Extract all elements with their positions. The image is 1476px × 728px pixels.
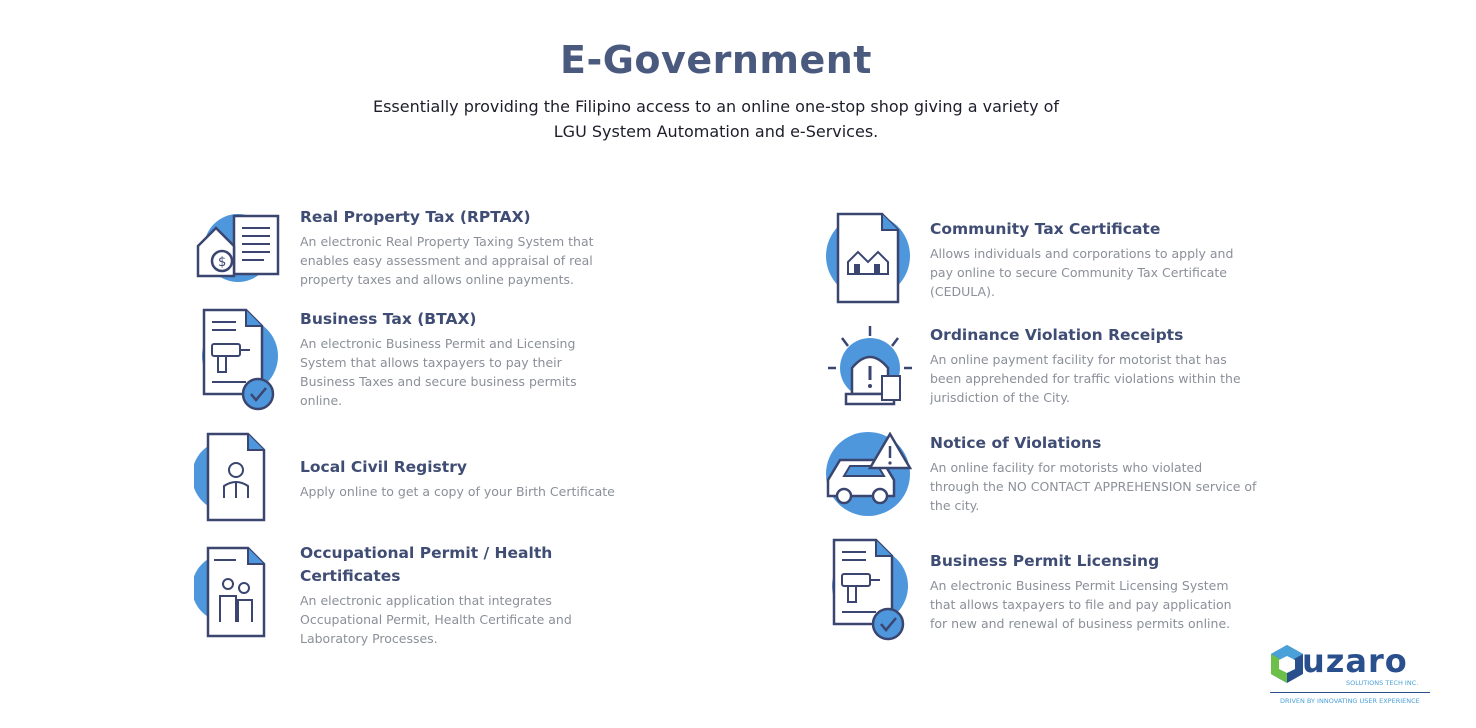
service-description: An electronic application that integrate… (300, 593, 572, 646)
service-description: An electronic Business Permit Licensing … (930, 578, 1232, 631)
subtitle-line-1: Essentially providing the Filipino acces… (372, 97, 1060, 116)
brand-name: uzaro (1302, 642, 1408, 680)
drill-document-check-icon (194, 308, 286, 412)
service-description: An electronic Real Property Taxing Syste… (300, 234, 594, 287)
service-description: Apply online to get a copy of your Birth… (300, 484, 615, 499)
brand-sub: SOLUTIONS TECH INC. (1346, 679, 1419, 687)
siren-receipt-icon (824, 324, 916, 428)
service-title: Community Tax Certificate (930, 220, 1161, 238)
houses-document-icon (824, 210, 916, 314)
person-document-icon (194, 432, 286, 536)
service-title: Business Tax (BTAX) (300, 310, 477, 328)
service-title: Ordinance Violation Receipts (930, 326, 1184, 344)
service-title: Real Property Tax (RPTAX) (300, 208, 531, 226)
service-title: Business Permit Licensing (930, 552, 1160, 570)
drill-document-check-icon (824, 538, 916, 642)
hexagon-logo-icon (1271, 645, 1303, 683)
page-subtitle: Essentially providing the Filipino acces… (340, 94, 1092, 144)
service-description: An online facility for motorists who vio… (930, 460, 1257, 513)
service-description: An online payment facility for motorist … (930, 352, 1241, 405)
brand-logo: uzaro SOLUTIONS TECH INC. DRIVEN BY INNO… (1266, 642, 1432, 714)
service-title: Notice of Violations (930, 434, 1102, 452)
workers-document-icon (194, 542, 286, 646)
service-title: Occupational Permit / Health Certificate… (300, 544, 553, 585)
service-description: Allows individuals and corporations to a… (930, 246, 1234, 299)
subtitle-line-2: LGU System Automation and e-Services. (553, 122, 879, 141)
service-title: Local Civil Registry (300, 458, 467, 476)
house-money-document-icon: $ (194, 206, 286, 310)
service-description: An electronic Business Permit and Licens… (300, 336, 577, 408)
svg-text:$: $ (218, 255, 226, 270)
car-warning-icon (824, 432, 916, 536)
page-title: E-Government (560, 38, 872, 82)
brand-divider (1270, 692, 1430, 693)
brand-tagline: DRIVEN BY INNOVATING USER EXPERIENCE (1280, 697, 1420, 705)
